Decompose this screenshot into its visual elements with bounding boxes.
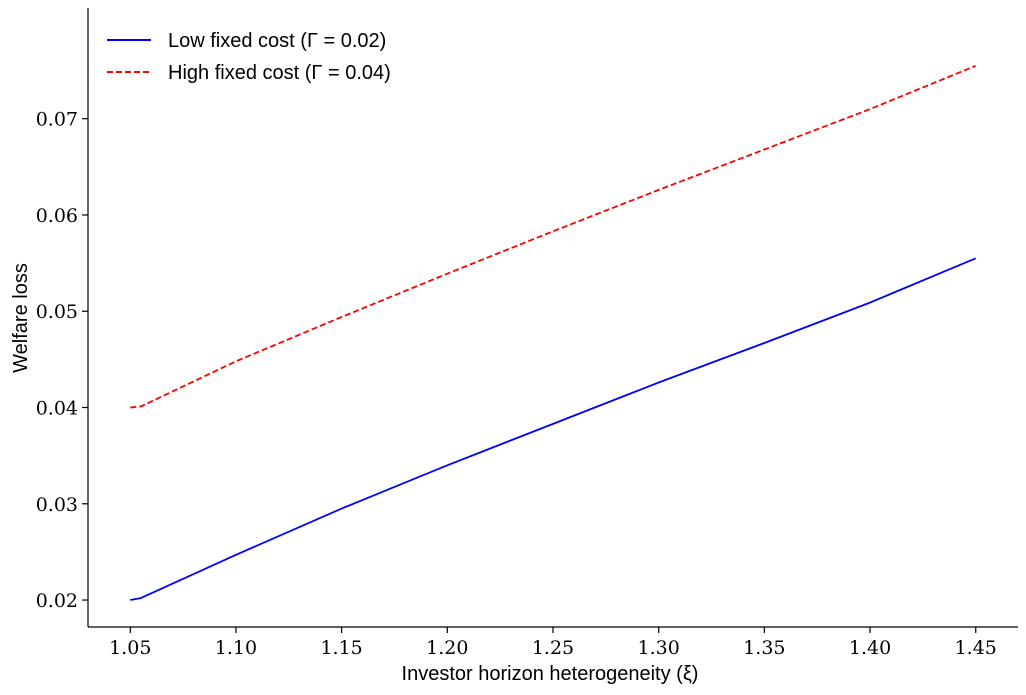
legend: Low fixed cost (Γ = 0.02) High fixed cost…	[107, 30, 391, 84]
x-tick-label: 1.15	[320, 637, 362, 659]
y-tick-label: 0.04	[36, 398, 78, 420]
legend-label-1: High fixed cost (Γ = 0.04)	[168, 62, 391, 84]
series-line-1	[130, 64, 977, 409]
x-tick-label: 1.20	[426, 637, 468, 659]
y-tick-label: 0.03	[36, 494, 78, 516]
x-tick-label: 1.40	[849, 637, 891, 659]
y-tick-label: 0.07	[36, 109, 78, 131]
x-tick-label: 1.10	[215, 637, 257, 659]
x-tick-label: 1.25	[532, 637, 574, 659]
y-axis-title: Welfare loss	[10, 263, 32, 373]
legend-label-0: Low fixed cost (Γ = 0.02)	[168, 30, 386, 52]
x-tick-label: 1.45	[955, 637, 997, 659]
x-axis-title: Investor horizon heterogeneity (ξ)	[402, 663, 699, 685]
x-tick-label: 1.35	[743, 637, 785, 659]
y-tick-label: 0.02	[36, 590, 78, 612]
axes	[87, 8, 1018, 628]
series-line-0	[130, 257, 977, 601]
y-tick-label: 0.06	[36, 205, 78, 227]
x-tick-label: 1.30	[638, 637, 680, 659]
y-tick-label: 0.05	[36, 301, 78, 323]
ticks: 1.05 1.10 1.15 1.20 1.25 1.30 1.35 1.40 1.45 0.02…	[36, 109, 997, 659]
series-layer	[130, 64, 977, 601]
x-tick-label: 1.05	[109, 637, 151, 659]
